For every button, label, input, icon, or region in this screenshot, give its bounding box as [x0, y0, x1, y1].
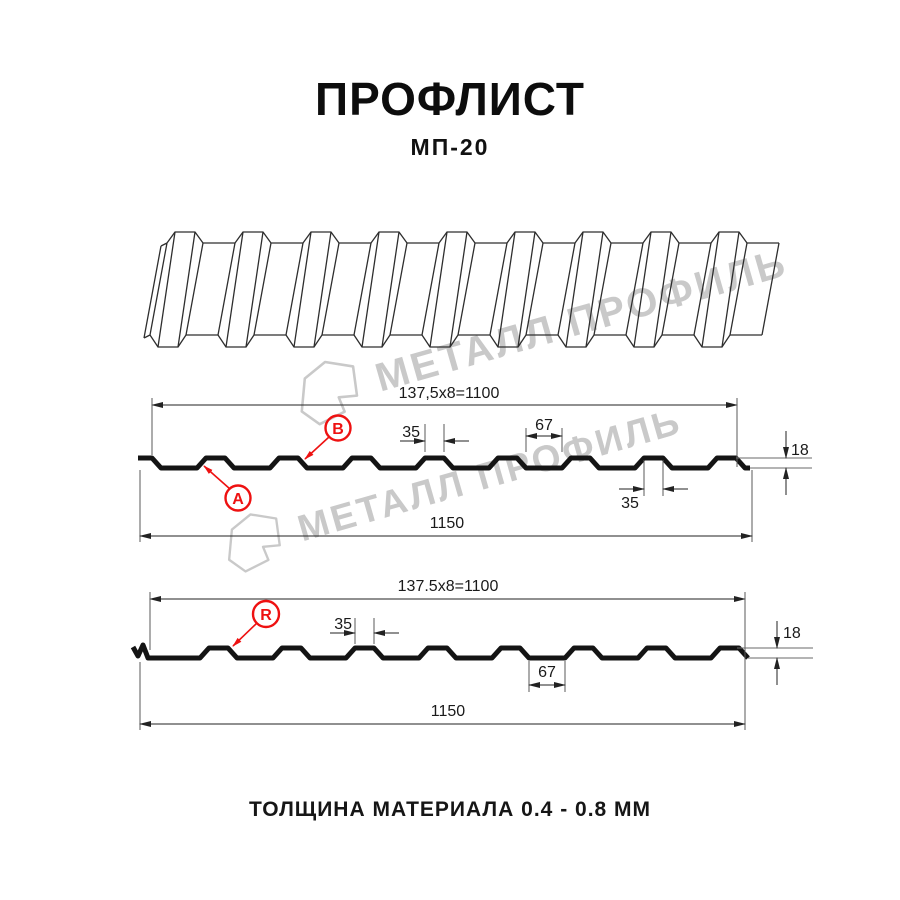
- dim-module-width-bottom: 137.5x8=1100: [149, 578, 746, 730]
- page-subtitle: МП-20: [410, 134, 490, 160]
- callout-a: A: [203, 465, 252, 512]
- dim-text-module-width: 137,5x8=1100: [399, 385, 500, 402]
- material-thickness-note: ТОЛЩИНА МАТЕРИАЛА 0.4 - 0.8 ММ: [248, 798, 652, 821]
- dim-valley-67: 67: [525, 417, 563, 452]
- dim-overall-1150-top: 1150: [139, 470, 753, 542]
- callout-a-arrow: [203, 465, 231, 490]
- callout-b-letter: B: [332, 421, 344, 438]
- dim-text-rib: 35: [334, 616, 352, 633]
- section-top-profile: [138, 455, 750, 471]
- dim-module-width-top: 137,5x8=1100: [151, 385, 738, 467]
- callout-b: B: [304, 414, 352, 460]
- dim-text-valley: 67: [538, 664, 556, 681]
- sheet-3d-front-edge: [149, 334, 762, 348]
- sheet-3d-rib-edges: [143, 231, 780, 348]
- page-title: ПРОФЛИСТ: [315, 73, 585, 125]
- metall-profil-logo-icon: [227, 513, 281, 573]
- dim-overall-1150-bottom: 1150: [139, 662, 746, 730]
- profile-outline-bottom: [130, 642, 750, 661]
- dim-text-overall: 1150: [430, 515, 465, 532]
- section-top-dimensions: 137,5x8=1100 35 67 18: [139, 385, 812, 542]
- dim-height-18-top: 18: [736, 431, 812, 495]
- callout-a-letter: A: [232, 491, 244, 508]
- dim-rib-35-bottom-section: 35: [330, 616, 399, 644]
- callout-r-circle: [251, 599, 281, 629]
- callout-b-arrow: [304, 436, 330, 460]
- section-bottom-profile: [130, 642, 750, 661]
- callout-a-circle: [224, 484, 252, 512]
- dim-text-overall: 1150: [431, 703, 466, 720]
- callout-r-arrow: [232, 622, 258, 647]
- profile-outline-top: [138, 455, 750, 471]
- dim-text-rib-top: 35: [402, 424, 420, 441]
- dim-rib-bottom-35: 35: [619, 460, 688, 512]
- dim-valley-67-bottom: 67: [528, 661, 566, 692]
- dim-text-module-width: 137.5x8=1100: [398, 578, 499, 595]
- callout-r: R: [232, 599, 281, 647]
- dim-text-height: 18: [791, 442, 809, 459]
- callout-r-letter: R: [260, 607, 272, 624]
- dim-text-rib-bottom: 35: [621, 495, 639, 512]
- watermark-2: МЕТАЛЛ ПРОФИЛЬ: [211, 382, 692, 591]
- sheet-3d-view: [143, 231, 780, 348]
- dim-rib-top-35: 35: [400, 424, 469, 452]
- dim-height-18-bottom: 18: [737, 621, 813, 685]
- sheet-3d-back-edge: [166, 231, 779, 244]
- section-bottom-dimensions: 137.5x8=1100 R 35 18: [139, 578, 813, 730]
- dim-text-height: 18: [783, 625, 801, 642]
- callout-b-circle: [324, 414, 352, 442]
- dim-text-valley: 67: [535, 417, 553, 434]
